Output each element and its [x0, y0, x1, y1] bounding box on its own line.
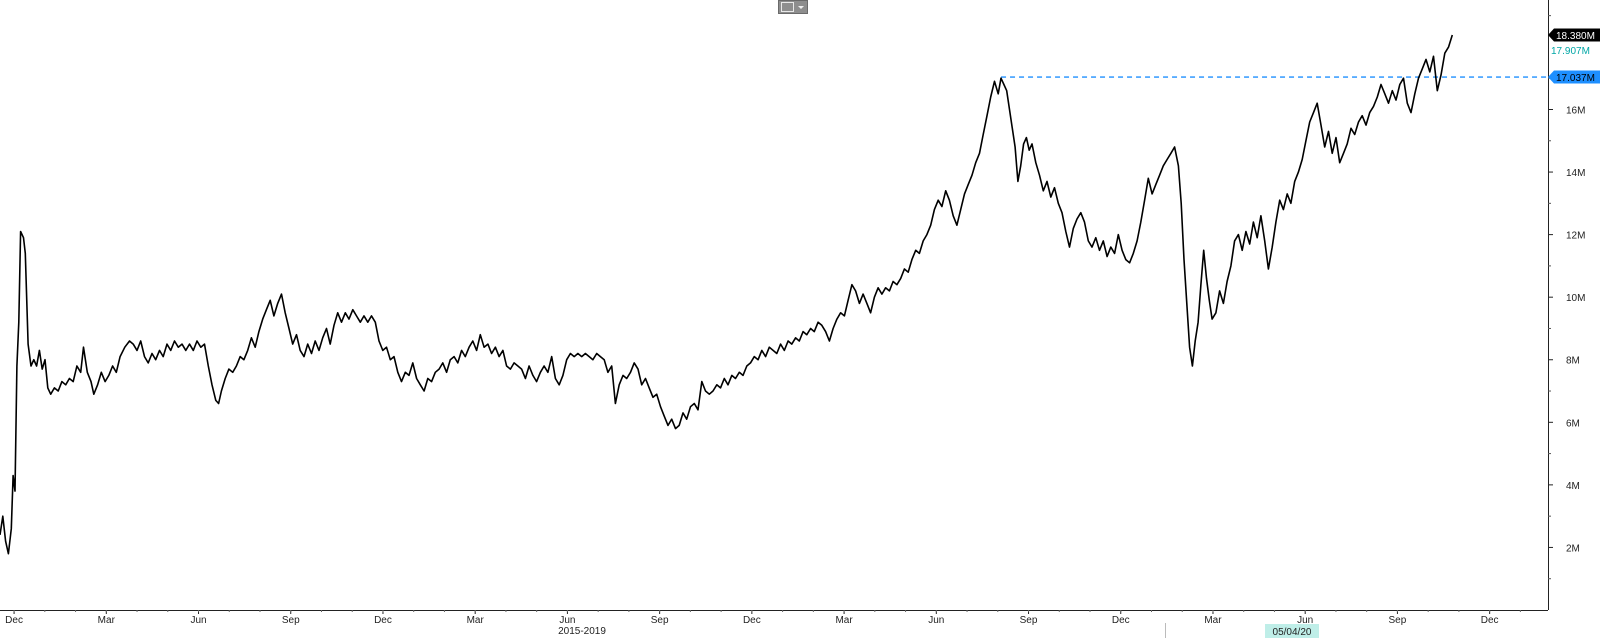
cursor-date-label: 05/04/20 [1273, 627, 1312, 638]
x-tick-label: Sep [1020, 615, 1038, 626]
series-line [0, 34, 1454, 555]
x-tick-label: Mar [1204, 615, 1222, 626]
cursor-date-tag[interactable]: 05/04/20 [1265, 624, 1319, 638]
reference-value-label: 17.037M [1556, 73, 1595, 84]
x-tick-label: Dec [743, 615, 761, 626]
y-tick-label: 2M [1566, 543, 1580, 554]
secondary-value-label: 17.907M [1551, 46, 1590, 57]
chart-type-button[interactable] [778, 0, 808, 14]
x-tick-label: Jun [559, 615, 575, 626]
x-tick-label: Dec [1112, 615, 1130, 626]
x-tick-label: Sep [282, 615, 300, 626]
last-value-tag: 18.380M [1548, 28, 1600, 42]
y-tick-label: 8M [1566, 356, 1580, 367]
x-tick-label: Jun [1297, 615, 1313, 626]
x-tick-label: Jun [190, 615, 206, 626]
x-tick-label: Dec [374, 615, 392, 626]
period-label: 2015-2019 [558, 626, 606, 637]
x-tick-label: Mar [467, 615, 485, 626]
y-tick-label: 4M [1566, 481, 1580, 492]
y-tick-label: 16M [1566, 105, 1585, 116]
x-tick-label: Sep [651, 615, 669, 626]
y-tick-label: 12M [1566, 231, 1585, 242]
x-tick-label: Sep [1389, 615, 1407, 626]
y-tick-label: 10M [1566, 293, 1585, 304]
y-tick-label: 14M [1566, 168, 1585, 179]
x-tick-label: Dec [1481, 615, 1499, 626]
x-tick-label: Dec [5, 615, 23, 626]
y-tick-label: 6M [1566, 418, 1580, 429]
x-tick-label: Jun [928, 615, 944, 626]
x-tick-label: Mar [835, 615, 853, 626]
x-tick-label: Mar [98, 615, 116, 626]
chevron-down-icon [798, 5, 804, 9]
reference-value-tag[interactable]: 17.037M [1548, 70, 1600, 85]
last-value-label: 18.380M [1556, 31, 1595, 42]
y-axis-ticks: 2M 4M 6M 8M 10M 12M 14M 16M [1548, 15, 1585, 580]
x-axis-ticks: Dec Mar Jun Sep Dec Mar Jun Sep Dec Mar Jun Sep Dec M… [5, 610, 1521, 626]
line-chart-icon [781, 2, 794, 12]
